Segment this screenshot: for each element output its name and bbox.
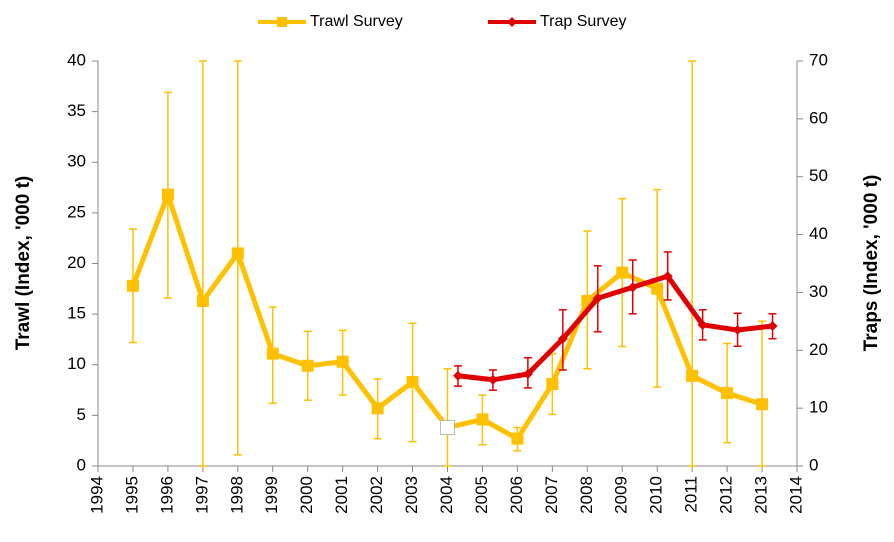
marker — [196, 294, 209, 307]
y-tick-label: 10 — [67, 354, 86, 373]
marker — [511, 432, 524, 445]
marker — [336, 355, 349, 368]
marker — [756, 398, 769, 411]
y2-tick-label: 20 — [809, 340, 828, 359]
y2-tick-label: 30 — [809, 282, 828, 301]
marker — [732, 325, 743, 336]
x-tick-label: 1998 — [227, 476, 246, 514]
x-tick-label: 2000 — [297, 476, 316, 514]
y-axis-title: Trawl (Index, '000 t) — [13, 176, 34, 351]
x-tick-label: 2014 — [786, 476, 805, 514]
y2-tick-label: 50 — [809, 166, 828, 185]
x-tick-label: 2007 — [542, 476, 561, 514]
x-tick-label: 2011 — [682, 476, 701, 513]
marker — [231, 247, 244, 260]
x-tick-label: 2003 — [402, 476, 421, 514]
marker — [721, 387, 734, 400]
y2-tick-label: 10 — [809, 398, 828, 417]
x-tick-label: 1999 — [262, 476, 281, 514]
y-tick-label: 35 — [67, 101, 86, 120]
marker — [266, 347, 279, 360]
x-tick-label: 2001 — [332, 476, 351, 514]
y2-tick-label: 70 — [809, 50, 828, 69]
legend-marker — [277, 17, 287, 27]
x-tick-label: 2013 — [752, 476, 771, 514]
y-tick-label: 0 — [77, 455, 86, 474]
x-tick-label: 1994 — [87, 476, 106, 514]
x-tick-label: 1995 — [122, 476, 141, 514]
y-tick-label: 15 — [67, 304, 86, 323]
marker — [452, 370, 463, 381]
y-tick-label: 5 — [77, 405, 86, 424]
x-tick-label: 2002 — [367, 476, 386, 514]
marker — [616, 266, 629, 279]
marker — [546, 377, 559, 390]
marker — [406, 375, 419, 388]
y-tick-label: 30 — [67, 152, 86, 171]
marker — [651, 282, 664, 295]
marker — [662, 271, 673, 282]
x-tick-label: 2006 — [507, 476, 526, 514]
y2-tick-label: 0 — [809, 455, 818, 474]
marker — [371, 402, 384, 415]
marker — [522, 369, 533, 380]
legend-marker — [507, 17, 517, 27]
x-tick-label: 1996 — [157, 476, 176, 514]
legend-label: Trap Survey — [540, 13, 627, 30]
x-tick-label: 2010 — [647, 476, 666, 514]
marker — [476, 413, 489, 426]
marker — [161, 188, 174, 201]
x-tick-label: 2012 — [717, 476, 736, 514]
marker — [126, 279, 139, 292]
marker — [686, 369, 699, 382]
x-tick-label: 2009 — [612, 476, 631, 514]
marker — [767, 320, 778, 331]
y2-tick-label: 40 — [809, 224, 828, 243]
marker — [592, 293, 603, 304]
marker — [301, 359, 314, 372]
marker — [627, 282, 638, 293]
marker — [440, 420, 455, 436]
y-tick-label: 40 — [67, 50, 86, 69]
x-tick-label: 1997 — [192, 476, 211, 514]
x-tick-label: 2008 — [577, 476, 596, 514]
y-tick-label: 25 — [67, 202, 86, 221]
y2-axis-title: Traps (Index, '000 t) — [861, 175, 882, 352]
marker — [557, 333, 568, 344]
marker — [487, 374, 498, 385]
y-tick-label: 20 — [67, 253, 86, 272]
legend-label: Trawl Survey — [310, 13, 403, 30]
x-tick-label: 2005 — [472, 476, 491, 514]
series-line — [457, 273, 773, 383]
x-tick-label: 2004 — [437, 476, 456, 514]
marker — [697, 319, 708, 330]
y2-tick-label: 60 — [809, 108, 828, 127]
